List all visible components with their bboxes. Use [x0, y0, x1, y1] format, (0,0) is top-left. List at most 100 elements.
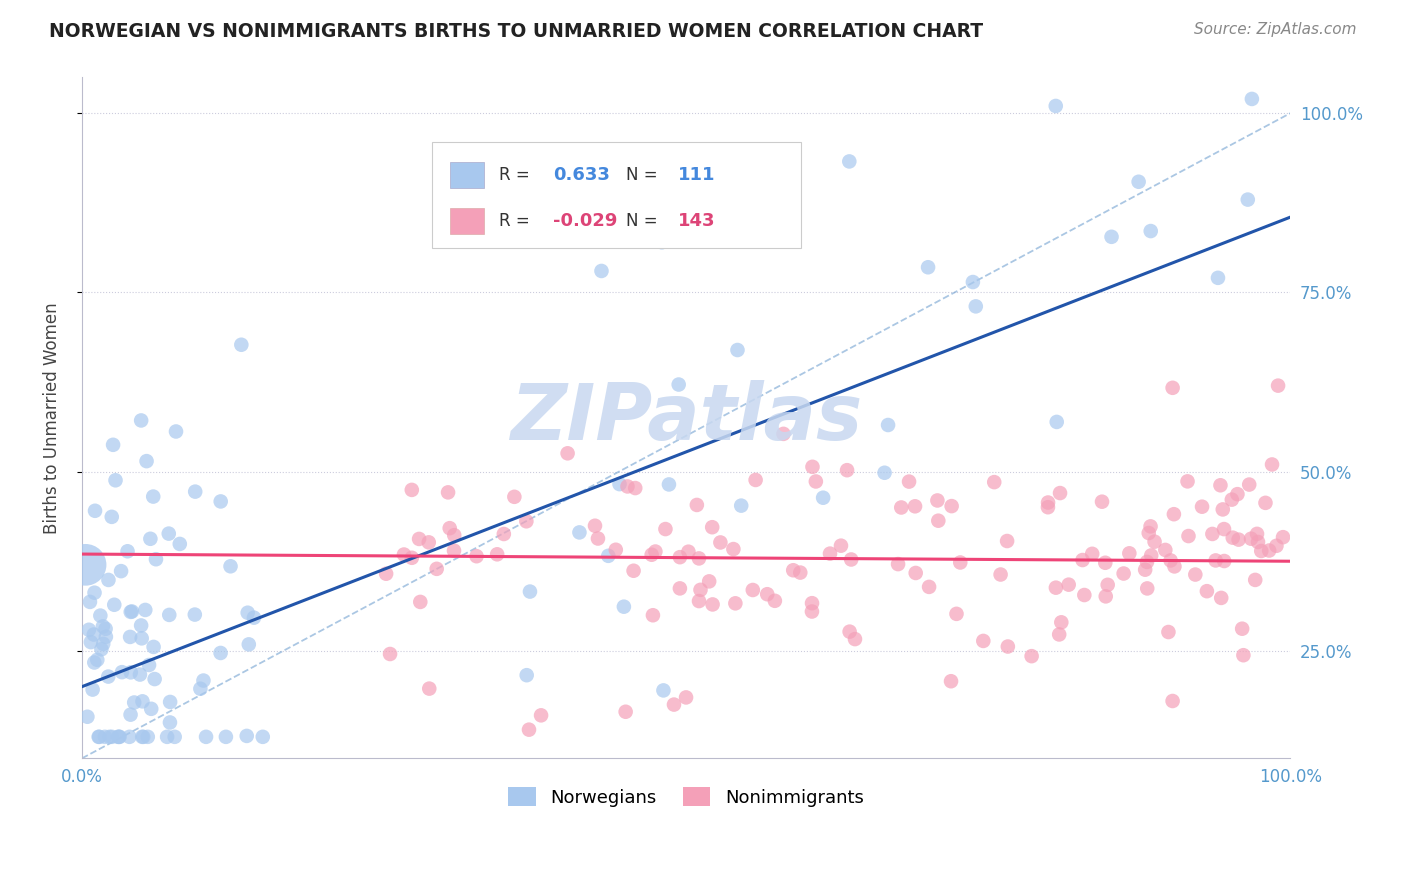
Point	[1071, 553, 1094, 567]
Point	[142, 640, 165, 654]
Point	[1045, 99, 1067, 113]
Point	[763, 594, 786, 608]
Point	[209, 646, 232, 660]
Text: NORWEGIAN VS NONIMMIGRANTS BIRTHS TO UNMARRIED WOMEN CORRELATION CHART: NORWEGIAN VS NONIMMIGRANTS BIRTHS TO UNM…	[49, 22, 983, 41]
Point	[110, 564, 132, 578]
Point	[623, 564, 645, 578]
Point	[1230, 622, 1253, 636]
Point	[235, 729, 257, 743]
Point	[890, 500, 912, 515]
Point	[1163, 559, 1185, 574]
Point	[90, 642, 112, 657]
Point	[100, 509, 122, 524]
Point	[375, 566, 398, 581]
Point	[709, 535, 731, 549]
Point	[77, 623, 100, 637]
Point	[804, 475, 827, 489]
Point	[443, 528, 465, 542]
Point	[129, 618, 152, 632]
Point	[997, 640, 1019, 654]
Point	[1097, 578, 1119, 592]
Point	[1212, 502, 1234, 516]
Point	[686, 498, 709, 512]
Point	[122, 696, 145, 710]
Point	[756, 587, 779, 601]
Point	[1139, 519, 1161, 533]
Point	[503, 490, 526, 504]
Point	[1036, 500, 1059, 515]
Point	[1240, 92, 1263, 106]
Point	[80, 635, 103, 649]
Point	[1073, 588, 1095, 602]
Point	[120, 665, 142, 680]
Point	[1160, 553, 1182, 567]
Point	[1101, 229, 1123, 244]
Point	[830, 539, 852, 553]
Point	[1094, 556, 1116, 570]
Point	[1267, 378, 1289, 392]
Point	[131, 632, 153, 646]
Point	[983, 475, 1005, 490]
Point	[927, 514, 949, 528]
Point	[1261, 458, 1284, 472]
Point	[426, 562, 449, 576]
Point	[401, 483, 423, 497]
Point	[741, 582, 763, 597]
Point	[97, 573, 120, 587]
Point	[1136, 582, 1159, 596]
Point	[159, 715, 181, 730]
Point	[89, 730, 111, 744]
Point	[1049, 486, 1071, 500]
Point	[697, 574, 720, 589]
Text: N =: N =	[626, 212, 662, 230]
Point	[990, 567, 1012, 582]
Point	[1237, 477, 1260, 491]
Point	[1094, 590, 1116, 604]
Point	[492, 527, 515, 541]
Point	[108, 730, 131, 744]
Point	[616, 479, 638, 493]
Point	[811, 491, 834, 505]
Point	[689, 582, 711, 597]
Point	[641, 608, 664, 623]
Point	[1057, 577, 1080, 591]
Point	[86, 653, 108, 667]
Point	[1154, 543, 1177, 558]
Point	[1209, 478, 1232, 492]
Point	[118, 730, 141, 744]
Point	[139, 532, 162, 546]
Point	[157, 526, 180, 541]
Point	[94, 730, 117, 744]
Point	[918, 580, 941, 594]
Point	[949, 556, 972, 570]
Point	[904, 500, 927, 514]
Point	[111, 665, 134, 680]
Point	[1139, 224, 1161, 238]
Point	[877, 417, 900, 432]
Point	[392, 548, 415, 562]
Point	[238, 637, 260, 651]
Point	[1081, 547, 1104, 561]
Point	[87, 730, 110, 744]
Point	[437, 485, 460, 500]
Point	[818, 547, 841, 561]
Point	[1163, 507, 1185, 521]
Point	[142, 490, 165, 504]
Point	[669, 550, 692, 565]
Point	[965, 299, 987, 313]
Point	[83, 627, 105, 641]
Point	[744, 473, 766, 487]
Point	[1236, 193, 1258, 207]
Point	[640, 548, 662, 562]
Point	[519, 584, 541, 599]
Point	[83, 656, 105, 670]
Point	[1137, 526, 1160, 541]
Point	[605, 542, 627, 557]
Point	[1247, 535, 1270, 549]
Point	[702, 520, 724, 534]
Point	[972, 634, 994, 648]
Point	[243, 610, 266, 624]
Point	[143, 672, 166, 686]
Point	[418, 535, 440, 549]
Point	[1157, 625, 1180, 640]
